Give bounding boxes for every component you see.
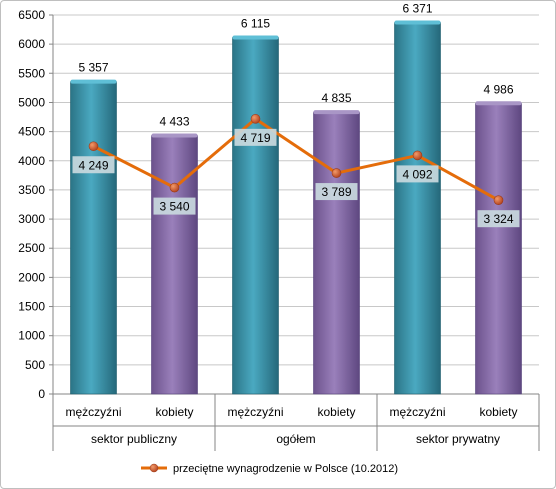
group-label: ogółem: [276, 432, 315, 446]
line-point: [412, 150, 423, 161]
line-value-label: 4 092: [402, 167, 432, 181]
legend: przeciętne wynagrodzenie w Polsce (10.20…: [141, 463, 398, 475]
bar-top-cap: [313, 110, 360, 115]
line-series: [88, 114, 504, 205]
category-label: mężczyźni: [227, 405, 283, 419]
line-value-label-box: [234, 128, 277, 146]
bar: [394, 22, 441, 395]
line-value-label-box: [315, 183, 358, 201]
line-value-label: 3 540: [159, 200, 189, 214]
y-tick-label: 5500: [18, 66, 45, 80]
y-tick-label: 500: [25, 358, 45, 372]
legend-label: przeciętne wynagrodzenie w Polsce (10.20…: [173, 463, 398, 475]
y-tick-label: 4500: [18, 125, 45, 139]
bar-top-cap: [70, 79, 117, 84]
y-tick-label: 4000: [18, 154, 45, 168]
bar-value-label: 4 433: [159, 115, 189, 129]
bar: [70, 81, 117, 395]
category-label: kobiety: [317, 405, 355, 419]
y-tick-label: 2500: [18, 241, 45, 255]
bar-value-labels: 5 357 4 433 6 115 4 835 6 371 4 986: [78, 2, 513, 129]
line-value-label: 3 324: [483, 212, 513, 226]
category-label: kobiety: [479, 405, 517, 419]
line-value-labels: 4 249 3 540 4 719 3 789 4 092 3 324: [72, 128, 520, 228]
bar-top-cap: [151, 133, 198, 138]
line-point: [493, 195, 504, 205]
bar: [313, 111, 360, 395]
y-tick-label: 3500: [18, 183, 45, 197]
legend-marker-swatch: [149, 463, 159, 473]
line-point: [331, 168, 342, 178]
group-label: sektor publiczny: [91, 432, 177, 446]
line-value-label-box: [72, 156, 115, 174]
line-point: [169, 182, 180, 193]
bar-value-label: 5 357: [78, 61, 108, 75]
line-point: [250, 114, 261, 124]
category-label: kobiety: [155, 405, 193, 419]
line-value-label-box: [477, 210, 520, 228]
axes: 0 500 1000 1500 2000 2500 3000 3500 4000 4500 5000…: [18, 8, 539, 401]
bar: [232, 37, 279, 395]
line-value-label: 3 789: [321, 185, 351, 199]
gridlines: [53, 14, 539, 366]
bar-top-cap: [232, 35, 279, 40]
group-label: sektor prywatny: [416, 432, 500, 446]
y-tick-label: 6000: [18, 37, 45, 51]
line-value-label: 4 719: [240, 131, 270, 145]
bar-top-cap: [475, 101, 522, 106]
category-axis-labels: mężczyźni kobiety mężczyźni kobiety mężczyźn…: [52, 394, 540, 451]
category-label: mężczyźni: [65, 405, 121, 419]
y-tick-label: 3000: [18, 212, 45, 226]
y-tick-label: 1000: [18, 329, 45, 343]
bar-value-label: 6 371: [402, 2, 432, 16]
line-value-label-box: [396, 165, 439, 183]
bars: [70, 20, 522, 395]
y-tick-label: 1500: [18, 300, 45, 314]
category-label: mężczyźni: [389, 405, 445, 419]
y-tick-label: 0: [38, 387, 45, 401]
y-tick-label: 5000: [18, 95, 45, 109]
bar-value-label: 6 115: [241, 16, 270, 30]
y-tick-label: 6500: [18, 8, 45, 22]
line-series-path: [92, 117, 500, 202]
line-point: [88, 141, 99, 152]
bar: [475, 102, 522, 395]
line-value-label: 4 249: [78, 158, 108, 172]
y-tick-label: 2000: [18, 270, 45, 284]
bar-value-label: 4 835: [321, 91, 351, 105]
bar-value-label: 4 986: [483, 82, 513, 96]
bar-top-cap: [394, 20, 441, 25]
line-value-label-box: [153, 197, 196, 215]
